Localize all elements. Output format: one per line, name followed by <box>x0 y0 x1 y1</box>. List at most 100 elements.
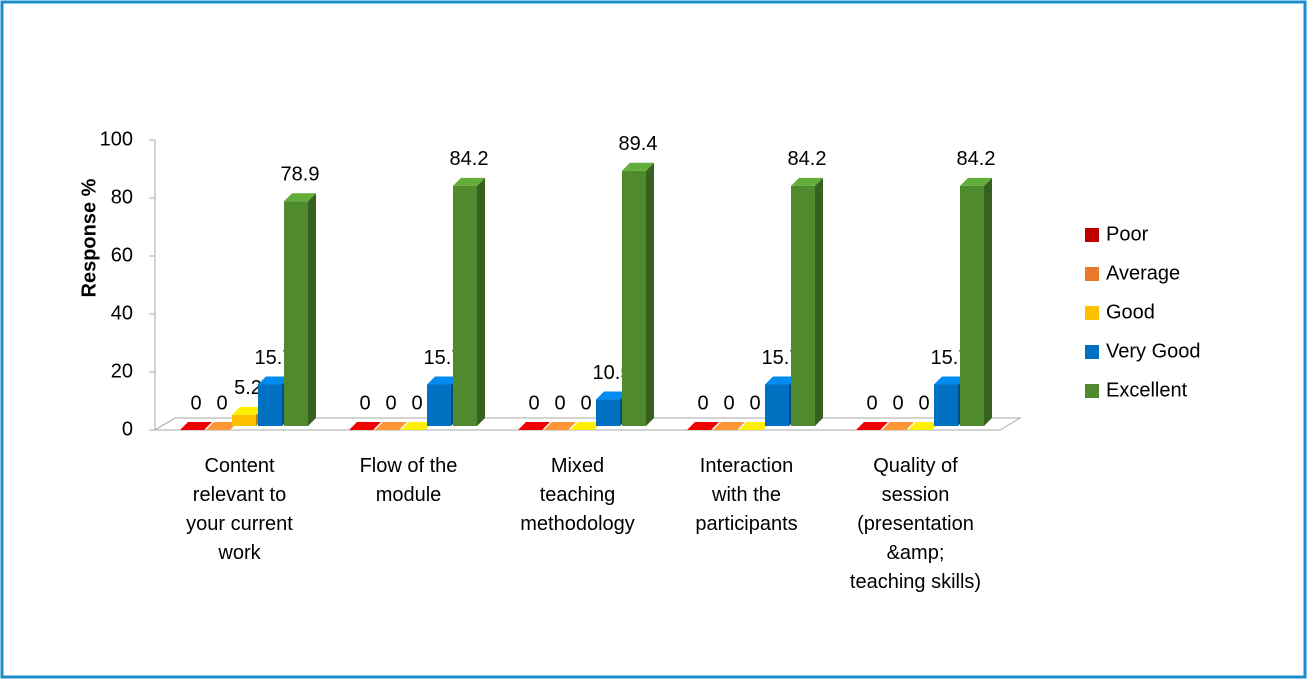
data-label: 84.2 <box>788 148 827 170</box>
y-tick-label: 20 <box>111 360 133 382</box>
y-tick-label: 40 <box>111 302 133 324</box>
legend-label: Average <box>1106 262 1180 284</box>
bar-top <box>570 422 602 430</box>
bar <box>791 177 823 426</box>
data-label: 0 <box>892 392 903 414</box>
bar-front <box>232 414 256 426</box>
y-tick-label: 60 <box>111 244 133 266</box>
bar-top <box>375 422 407 430</box>
bar <box>622 162 654 427</box>
data-label: 0 <box>411 392 422 414</box>
data-label: 89.4 <box>619 133 658 155</box>
data-label: 15.7 <box>931 347 970 369</box>
legend-swatch <box>1085 306 1099 320</box>
bar <box>180 422 212 430</box>
data-label: 0 <box>723 392 734 414</box>
bar <box>518 422 550 430</box>
bar-side <box>308 193 316 426</box>
data-label: 0 <box>918 392 929 414</box>
bar-top <box>518 422 550 430</box>
bar-side <box>646 162 654 427</box>
bar-front <box>622 170 646 426</box>
bar-top <box>284 193 316 202</box>
data-label: 15.7 <box>762 347 801 369</box>
y-axis-label: Response % <box>78 178 100 297</box>
bar-top <box>596 391 628 400</box>
data-label: 0 <box>697 392 708 414</box>
bar <box>856 422 888 430</box>
bar-top <box>232 406 264 415</box>
data-label: 5.2 <box>234 377 262 399</box>
data-label: 0 <box>528 392 539 414</box>
bar <box>284 193 316 426</box>
data-label: 84.2 <box>957 148 996 170</box>
x-tick-label: Flow of the module <box>359 455 458 506</box>
bar <box>739 422 771 430</box>
data-label: 0 <box>190 392 201 414</box>
bar <box>882 422 914 430</box>
bar-top <box>349 422 381 430</box>
y-axis-depth <box>154 417 176 431</box>
bar-top <box>544 422 576 430</box>
x-tick-label: Content relevant to your current work <box>186 455 293 564</box>
bar <box>401 422 433 430</box>
bar-front <box>427 384 451 426</box>
bar-top <box>960 177 992 186</box>
bar <box>713 422 745 430</box>
bar-front <box>934 384 958 426</box>
bar-side <box>477 177 485 426</box>
x-tick-label: Quality of session (presentation &amp; t… <box>849 455 982 593</box>
bar-top <box>258 376 290 385</box>
bar-top <box>908 422 940 430</box>
bar <box>908 422 940 430</box>
data-label: 0 <box>385 392 396 414</box>
bar-top <box>180 422 212 430</box>
legend-label: Excellent <box>1106 379 1188 401</box>
legend-label: Very Good <box>1106 340 1201 362</box>
bar-top <box>206 422 238 430</box>
bar-top <box>687 422 719 430</box>
data-label: 0 <box>580 392 591 414</box>
legend-label: Poor <box>1106 223 1149 245</box>
bar-top <box>713 422 745 430</box>
bar-side <box>984 177 992 426</box>
data-label: 84.2 <box>450 148 489 170</box>
bar <box>960 177 992 426</box>
bar <box>206 422 238 430</box>
bar-side <box>815 177 823 426</box>
bar-top <box>934 376 966 385</box>
bar-top <box>765 376 797 385</box>
data-label: 0 <box>359 392 370 414</box>
legend-label: Good <box>1106 301 1155 323</box>
bar-top <box>622 162 654 171</box>
data-label: 0 <box>866 392 877 414</box>
bar <box>375 422 407 430</box>
data-label: 15.7 <box>255 347 294 369</box>
data-label: 78.9 <box>281 163 320 185</box>
bar-front <box>453 185 477 426</box>
bar <box>687 422 719 430</box>
bar <box>349 422 381 430</box>
x-tick-label: Mixed teaching methodology <box>520 455 635 535</box>
bar-top <box>739 422 771 430</box>
y-tick-label: 100 <box>100 128 133 150</box>
y-tick-label: 0 <box>122 418 133 440</box>
bar <box>544 422 576 430</box>
bar-top <box>882 422 914 430</box>
bar-top <box>401 422 433 430</box>
bar-top <box>856 422 888 430</box>
y-tick-label: 80 <box>111 186 133 208</box>
bar-front <box>596 399 620 426</box>
bar-top <box>791 177 823 186</box>
bar-front <box>791 185 815 426</box>
bar <box>453 177 485 426</box>
data-label: 15.7 <box>424 347 463 369</box>
bar-top <box>453 177 485 186</box>
legend-swatch <box>1085 267 1099 281</box>
legend-swatch <box>1085 345 1099 359</box>
data-label: 10.5 <box>593 362 632 384</box>
data-label: 0 <box>216 392 227 414</box>
